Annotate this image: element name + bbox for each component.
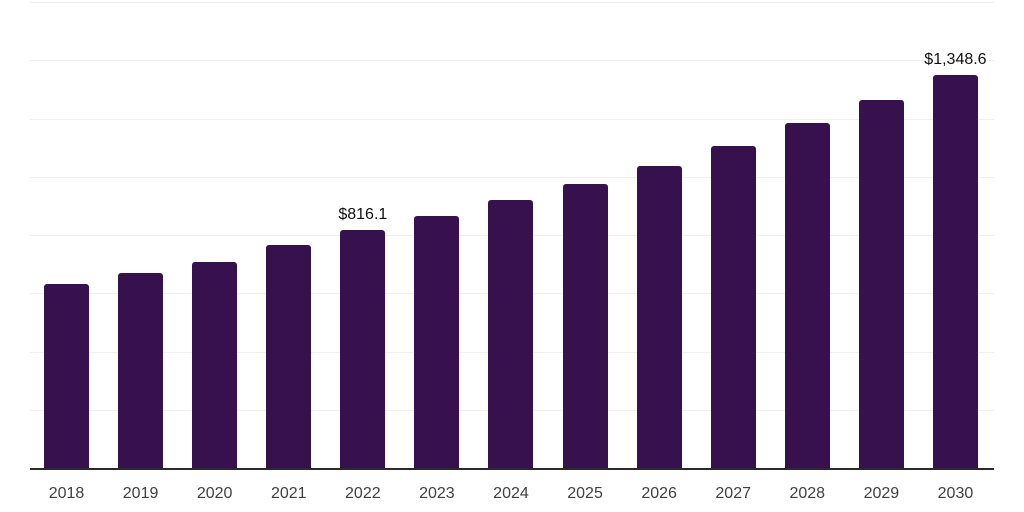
bar-column-2029 <box>858 0 904 468</box>
x-tick-label-2030: 2030 <box>937 485 974 502</box>
bar-column-2021 <box>266 0 312 468</box>
bar-column-2023 <box>414 0 460 468</box>
gridline-1400 <box>30 60 994 62</box>
bar-2020 <box>192 261 238 468</box>
bar-value-label-2030: $1,348.6 <box>924 51 987 69</box>
bar-2022 <box>340 230 386 468</box>
x-tick-label-2025: 2025 <box>567 485 603 502</box>
bar-2028 <box>784 123 830 468</box>
bar-2030 <box>932 75 978 468</box>
bar-2025 <box>562 183 608 468</box>
bar-2024 <box>488 199 534 468</box>
x-axis-line <box>30 468 994 470</box>
bar-2018 <box>44 283 89 468</box>
bar-column-2019 <box>118 0 164 468</box>
gridline-1600 <box>30 2 994 3</box>
bar-column-2027 <box>710 0 756 468</box>
bar-column-2024 <box>488 0 534 468</box>
x-tick-label-2021: 2021 <box>270 485 307 502</box>
bar-column-2030: $1,348.6 <box>924 0 987 468</box>
x-tick-label-2019: 2019 <box>122 485 159 502</box>
x-axis-tick-labels: 2018 2019 2020 2021 2022 2023 2024 2025 2026 2027… <box>44 485 978 503</box>
bar-2023 <box>414 215 460 468</box>
x-tick-label-2029: 2029 <box>863 485 900 502</box>
bar-column-2020 <box>192 0 238 468</box>
x-tick-label-2024: 2024 <box>493 485 529 502</box>
bar-column-2022: $816.1 <box>338 0 388 468</box>
x-tick-label-2026: 2026 <box>641 485 677 502</box>
bar-column-2026 <box>636 0 682 468</box>
x-tick-label-2028: 2028 <box>789 485 826 502</box>
bar-column-2025 <box>562 0 608 468</box>
x-tick-label-2027: 2027 <box>715 485 751 502</box>
bar-2021 <box>266 244 312 468</box>
bar-value-label-2022: $816.1 <box>338 206 388 224</box>
bar-2027 <box>710 146 756 468</box>
gridline-1200 <box>30 118 994 120</box>
x-tick-label-2020: 2020 <box>196 485 233 502</box>
bar-2026 <box>636 166 682 468</box>
x-tick-label-2022: 2022 <box>345 485 381 502</box>
x-tick-label-2018: 2018 <box>48 485 85 502</box>
bar-2029 <box>858 100 904 468</box>
bar-column-2028 <box>784 0 830 468</box>
bar-column-2018 <box>44 0 89 468</box>
x-tick-label-2023: 2023 <box>419 485 455 502</box>
bar-2019 <box>118 273 164 468</box>
bars-layer: $816.1 $1,348.6 <box>44 0 987 468</box>
gridline-1000 <box>30 176 994 178</box>
